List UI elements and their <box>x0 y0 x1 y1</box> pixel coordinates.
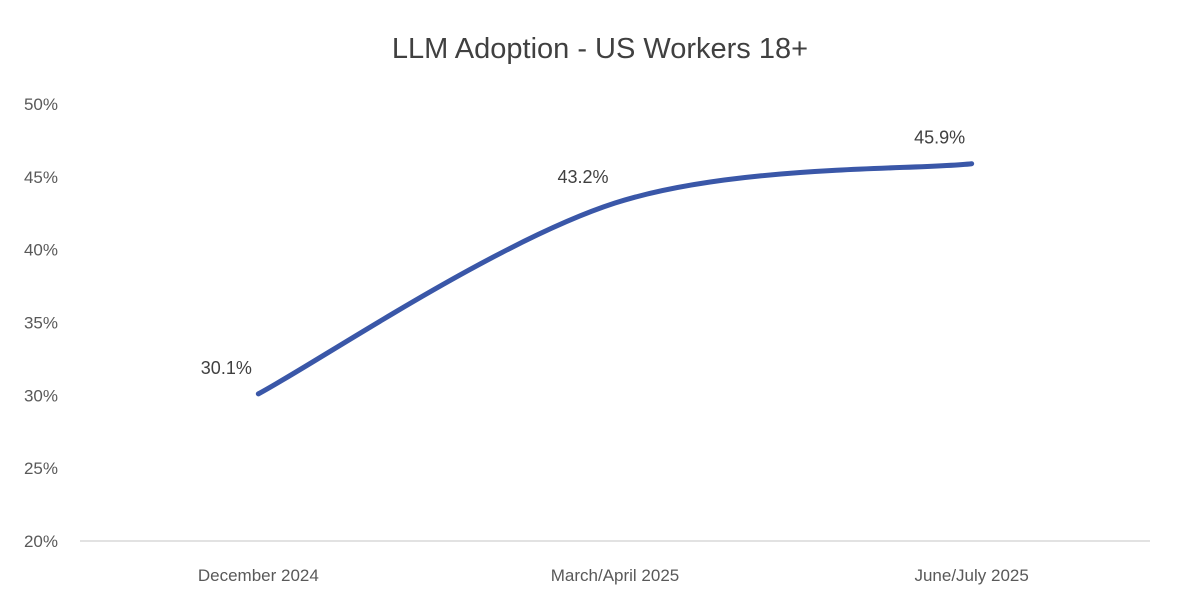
data-labels: 30.1% 43.2% 45.9% <box>201 128 965 378</box>
y-tick-label: 50% <box>24 95 58 114</box>
y-tick-label: 35% <box>24 314 58 333</box>
x-tick-label: December 2024 <box>198 566 319 585</box>
y-tick-label: 25% <box>24 459 58 478</box>
data-label: 30.1% <box>201 358 252 378</box>
data-label: 43.2% <box>557 167 608 187</box>
data-label: 45.9% <box>914 128 965 148</box>
x-tick-label: June/July 2025 <box>914 566 1028 585</box>
y-tick-label: 20% <box>24 532 58 551</box>
x-tick-label: March/April 2025 <box>551 566 680 585</box>
y-axis: 20% 25% 30% 35% 40% 45% 50% <box>24 95 58 551</box>
series-line-llm-adoption <box>255 161 975 397</box>
y-tick-label: 40% <box>24 241 58 260</box>
x-axis: December 2024 March/April 2025 June/July 2… <box>198 566 1029 585</box>
chart-title: LLM Adoption - US Workers 18+ <box>392 33 808 65</box>
y-tick-label: 30% <box>24 386 58 405</box>
y-tick-label: 45% <box>24 168 58 187</box>
